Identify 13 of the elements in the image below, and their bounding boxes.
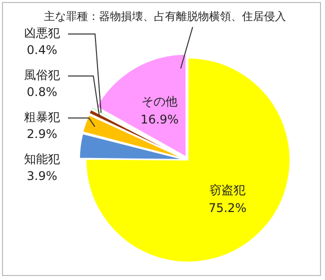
data-label: 0.4% (26, 43, 58, 58)
slice-label: その他 (142, 94, 178, 109)
data-label: 3.9% (26, 169, 58, 184)
text: 主な罪種：器物損壊、占有離脱物横領、住居侵入 (44, 10, 286, 23)
slice-label: 窃盗犯 (210, 182, 246, 197)
slice-label: 凶悪犯 (24, 26, 60, 40)
slice-label: 粗暴犯 (24, 110, 60, 124)
data-label: 75.2% (208, 200, 247, 215)
data-label: 0.8% (26, 85, 58, 100)
slice-label: 風俗犯 (24, 68, 60, 82)
data-label: 16.9% (140, 112, 179, 127)
data-label: 2.9% (26, 127, 58, 142)
slice-label: 知能犯 (24, 152, 60, 166)
